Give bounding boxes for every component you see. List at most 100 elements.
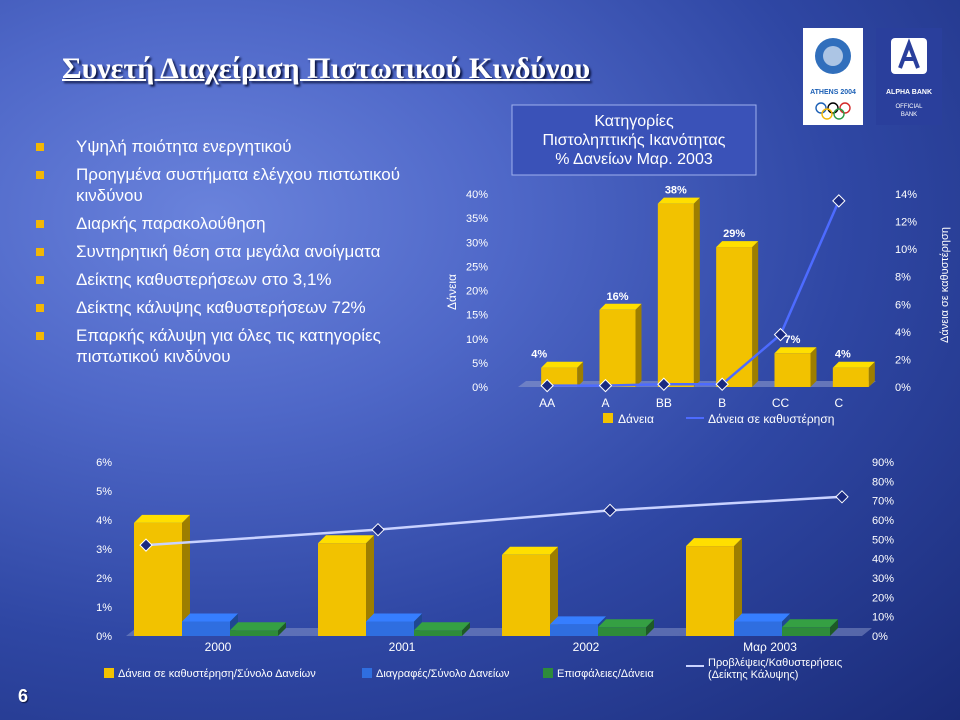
chart1-line-point bbox=[598, 378, 613, 393]
chart1-data-label: 4% bbox=[835, 349, 851, 361]
legend-swatch-provisions bbox=[543, 668, 553, 678]
chart2-y2-tick-label: 80% bbox=[872, 476, 894, 488]
bullet-list: Υψηλή ποιότητα ενεργητικού Προηγμένα συστ… bbox=[36, 136, 456, 374]
bullet-square-icon bbox=[36, 248, 44, 256]
legend-label-npl: Δάνεια σε καθυστέρηση bbox=[708, 412, 834, 426]
chart1-data-label: 16% bbox=[606, 291, 628, 303]
chart1-y-tick-label: 35% bbox=[466, 213, 488, 225]
bullet-square-icon bbox=[36, 220, 44, 228]
chart1-npl-line bbox=[547, 200, 840, 387]
chart2-y-tick-label: 3% bbox=[96, 544, 112, 556]
bullet-item: Προηγμένα συστήματα ελέγχου πιστωτικού κι… bbox=[36, 164, 456, 206]
chart2-bar bbox=[182, 613, 238, 636]
chart1-data-label: 7% bbox=[785, 334, 801, 346]
athens-2004-emblem: ATHENS 2004 bbox=[810, 38, 856, 120]
legend-label-coverage: (Δείκτης Κάλυψης) bbox=[708, 669, 798, 681]
chart2-y2-tick-label: 0% bbox=[872, 631, 888, 643]
chart1-floor bbox=[518, 381, 876, 387]
legend-swatch-npl-ratio bbox=[104, 668, 114, 678]
bullet-text: Υψηλή ποιότητα ενεργητικού bbox=[76, 137, 292, 156]
chart1-y2-tick-label: 8% bbox=[895, 272, 911, 284]
chart1-title-box: Κατηγορίες Πιστοληπτικής Ικανότητας % Δανε… bbox=[511, 104, 757, 176]
chart1-line-point bbox=[832, 194, 846, 208]
chart2-category-label: Μαρ 2003 bbox=[743, 640, 797, 654]
bullet-item: Συντηρητική θέση στα μεγάλα ανοίγματα bbox=[36, 241, 456, 262]
chart1-line-point bbox=[540, 378, 554, 393]
chart1-y2-tick-label: 12% bbox=[895, 217, 917, 229]
bank-text: BANK bbox=[901, 112, 917, 118]
chart1-y2-tick-label: 4% bbox=[895, 327, 911, 339]
chart1-data-label: 4% bbox=[531, 349, 547, 361]
chart2-y2-tick-label: 40% bbox=[872, 554, 894, 566]
chart2-category-label: 2001 bbox=[389, 640, 416, 654]
chart2-bar bbox=[550, 616, 606, 636]
chart1-bar bbox=[599, 303, 642, 387]
chart1-y-tick-label: 25% bbox=[466, 261, 488, 273]
olympic-ring-icon bbox=[833, 108, 845, 120]
bullet-item: Διαρκής παρακολούθηση bbox=[36, 213, 456, 234]
chart1-bar bbox=[657, 197, 700, 387]
legend-label-writeoffs: Διαγραφές/Σύνολο Δανείων bbox=[376, 668, 510, 680]
chart2-category-label: 2002 bbox=[573, 640, 600, 654]
olympic-ring-icon bbox=[839, 102, 851, 114]
bullet-square-icon bbox=[36, 332, 44, 340]
chart2-line-point bbox=[835, 490, 849, 504]
chart1-legend: Δάνεια Δάνεια σε καθυστέρηση bbox=[603, 412, 834, 426]
chart1-line-point bbox=[657, 377, 671, 391]
chart1-y-tick-label: 10% bbox=[466, 334, 488, 346]
chart1-y-tick-label: 40% bbox=[466, 189, 488, 201]
official-text: OFFICIAL bbox=[895, 104, 923, 110]
chart2-bar bbox=[366, 613, 422, 636]
chart1-category-label: AA bbox=[539, 396, 555, 410]
chart2-y-tick-label: 2% bbox=[96, 573, 112, 585]
bullet-item: Δείκτης καθυστερήσεων στο 3,1% bbox=[36, 269, 456, 290]
legend-label-loans: Δάνεια bbox=[618, 412, 654, 426]
chart2-bar bbox=[782, 619, 838, 636]
chart2-y2-tick-label: 10% bbox=[872, 612, 894, 624]
olympic-ring-icon bbox=[827, 102, 839, 114]
chart1-title-line: Πιστοληπτικής Ικανότητας bbox=[543, 132, 726, 149]
chart1-y-tick-label: 20% bbox=[466, 286, 488, 298]
chart2-y2-tick-label: 60% bbox=[872, 515, 894, 527]
chart2-y2-tick-label: 90% bbox=[872, 457, 894, 469]
chart1-y2-tick-label: 2% bbox=[895, 354, 911, 366]
chart1-title-line: Κατηγορίες bbox=[594, 113, 674, 130]
chart2-y2-tick-label: 70% bbox=[872, 496, 894, 508]
bullet-text: Επαρκής κάλυψη για όλες τις κατηγορίες bbox=[76, 326, 381, 345]
chart1-bar bbox=[832, 361, 875, 387]
chart1-title-line: % Δανείων Μαρ. 2003 bbox=[555, 151, 713, 168]
olympic-ring-icon bbox=[821, 108, 833, 120]
chart1-y2-tick-label: 14% bbox=[895, 189, 917, 201]
chart1-y-tick-label: 30% bbox=[466, 237, 488, 249]
athens-2004-logo: ATHENS 2004 bbox=[803, 28, 863, 125]
chart2-bar bbox=[318, 535, 374, 636]
chart1-category-label: BB bbox=[656, 396, 672, 410]
chart1-line-point bbox=[773, 327, 788, 342]
legend-label-provisions: Επισφάλειες/Δάνεια bbox=[557, 668, 654, 680]
legend-swatch-writeoffs bbox=[362, 668, 372, 678]
chart1-y-tick-label: 0% bbox=[472, 382, 488, 394]
chart1-data-label: 29% bbox=[723, 228, 745, 240]
chart2-y2-tick-label: 30% bbox=[872, 573, 894, 585]
bullet-square-icon bbox=[36, 276, 44, 284]
chart2-y2-tick-label: 50% bbox=[872, 534, 894, 546]
chart2-line-point bbox=[603, 503, 617, 518]
chart2-y-tick-label: 0% bbox=[96, 631, 112, 643]
chart2-bar bbox=[598, 619, 654, 636]
page-number: 6 bbox=[18, 686, 29, 706]
chart2-y-tick-label: 5% bbox=[96, 486, 112, 498]
bullet-square-icon bbox=[36, 143, 44, 151]
chart1-y2-tick-label: 0% bbox=[895, 382, 911, 394]
bullet-text: πιστωτικού κινδύνου bbox=[76, 347, 231, 366]
bullet-text: Προηγμένα συστήματα ελέγχου πιστωτικού bbox=[76, 165, 401, 184]
chart2-bar bbox=[414, 622, 470, 636]
athens-2004-text: ATHENS 2004 bbox=[810, 89, 856, 96]
chart1-category-label: A bbox=[601, 396, 609, 410]
chart1-data-label: 38% bbox=[665, 185, 687, 197]
alpha-bank-name: ALPHA BANK bbox=[886, 89, 932, 96]
bullet-text: κινδύνου bbox=[76, 186, 143, 205]
chart2-category-label: 2000 bbox=[205, 640, 232, 654]
chart1-category-label: B bbox=[718, 396, 726, 410]
chart2-coverage-line bbox=[145, 495, 843, 547]
alpha-bank-emblem: ALPHA BANK OFFICIAL BANK bbox=[886, 38, 932, 118]
